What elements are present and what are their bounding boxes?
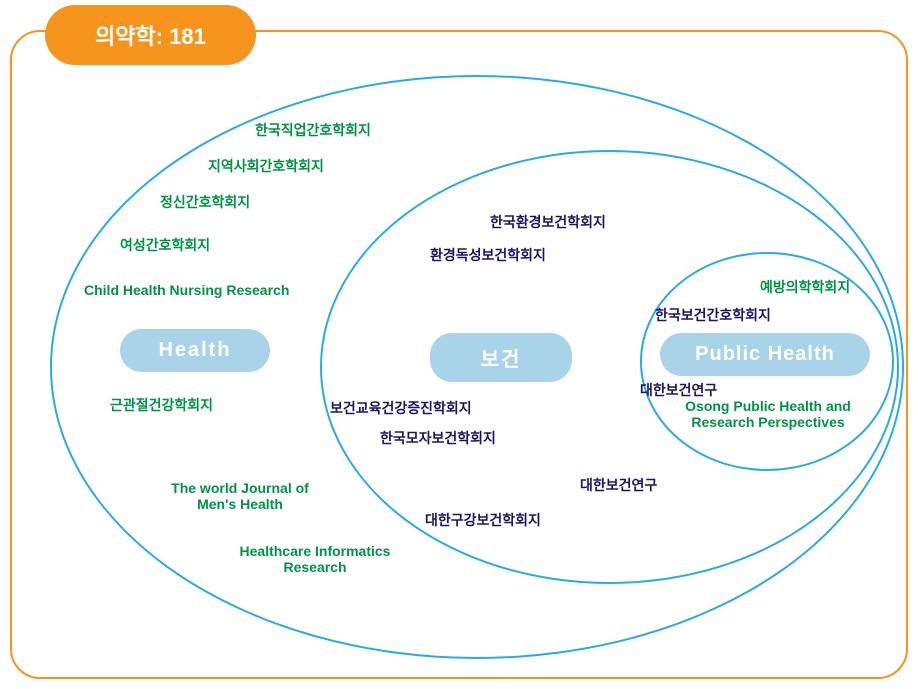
journal-label: Osong Public Health andResearch Perspect… [668,398,868,430]
journal-label: 예방의학학회지 [760,277,850,297]
journal-label: 한국직업간호학회지 [255,120,371,140]
journal-label: 정신간호학회지 [160,192,250,212]
pill-public-health: Public Health [660,333,870,376]
pill-bogun: 보건 [430,333,572,382]
pill-health: Health [120,329,270,372]
journal-label: 보건교육건강증진학회지 [330,398,472,418]
journal-label: Healthcare InformaticsResearch [225,543,405,575]
journal-label: 한국환경보건학회지 [490,212,606,232]
category-badge: 의약학: 181 [45,5,256,65]
journal-label: 환경독성보건학회지 [430,245,546,265]
badge-count: 181 [169,24,206,49]
journal-label: 근관절건강학회지 [110,395,213,415]
journal-label: 한국모자보건학회지 [380,428,496,448]
journal-label: 대한구강보건학회지 [425,510,541,530]
journal-label: 여성간호학회지 [120,235,210,255]
journal-label: The world Journal ofMen's Health [155,480,325,512]
journal-label: Child Health Nursing Research [84,282,289,298]
journal-label: 지역사회간호학회지 [208,156,324,176]
journal-label: 대한보건연구 [580,475,657,495]
journal-label: 한국보건간호학회지 [655,305,771,325]
badge-category: 의약학 [95,24,156,49]
journal-label: 대한보건연구 [640,380,717,400]
